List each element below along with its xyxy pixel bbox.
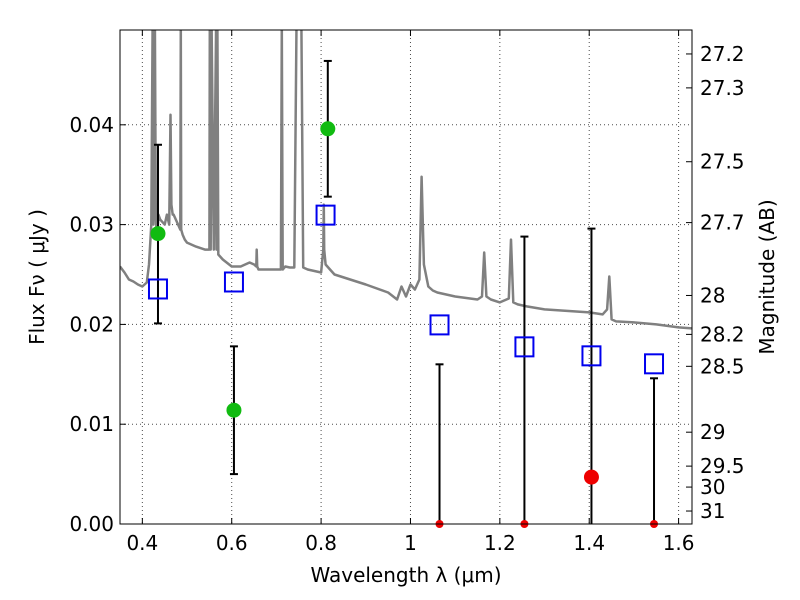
- y2-tick-label: 28.5: [700, 354, 745, 378]
- x-axis-label: Wavelength λ (μm): [310, 563, 501, 587]
- detection-marker: [226, 403, 241, 418]
- plot-frame: [120, 30, 692, 524]
- y2-tick-label: 29: [700, 420, 725, 444]
- x-tick-label: 0.8: [305, 531, 337, 555]
- y2-tick-label: 28.2: [700, 322, 745, 346]
- y-tick-label: 0.01: [69, 412, 114, 436]
- x-tick-label: 0.6: [216, 531, 248, 555]
- y2-tick-label: 27.2: [700, 42, 745, 66]
- non-detection-marker: [584, 470, 599, 485]
- marker-layer: [149, 121, 663, 528]
- y2-tick-label: 31: [700, 499, 725, 523]
- photometry-square-marker: [645, 354, 663, 373]
- y2-tick-label: 30: [700, 475, 725, 499]
- photometry-square-marker: [317, 206, 335, 225]
- x-tick-label: 0.4: [126, 531, 158, 555]
- spectrum-layer: [120, 25, 692, 328]
- x-tick-label: 1: [404, 531, 417, 555]
- spectrum-line: [120, 25, 692, 328]
- x-tick-label: 1.6: [663, 531, 695, 555]
- y2-tick-label: 27.3: [700, 76, 745, 100]
- y2-tick-label: 28: [700, 283, 725, 307]
- y-tick-label: 0.02: [69, 312, 114, 336]
- y-tick-label: 0.00: [69, 512, 114, 536]
- x-tick-label: 1.4: [573, 531, 605, 555]
- photometry-square-marker: [225, 272, 243, 291]
- x-tick-label: 1.2: [484, 531, 516, 555]
- y-tick-label: 0.04: [69, 113, 114, 137]
- y2-tick-label: 27.7: [700, 211, 745, 235]
- grid: [120, 30, 692, 524]
- detection-marker: [320, 121, 335, 136]
- detection-marker: [150, 226, 165, 241]
- photometry-square-marker: [431, 315, 449, 334]
- y2-tick-label: 27.5: [700, 150, 745, 174]
- right-axis-label: Magnitude (AB): [755, 199, 779, 354]
- y-axis-label: Flux Fν ( μJy ): [25, 209, 49, 345]
- sed-chart: 0.4 0.6 0.8 1 1.2 1.4 1.6 0.00 0.01 0.02 0.03 0.04 2…: [0, 0, 800, 600]
- y-tick-label: 0.03: [69, 213, 114, 237]
